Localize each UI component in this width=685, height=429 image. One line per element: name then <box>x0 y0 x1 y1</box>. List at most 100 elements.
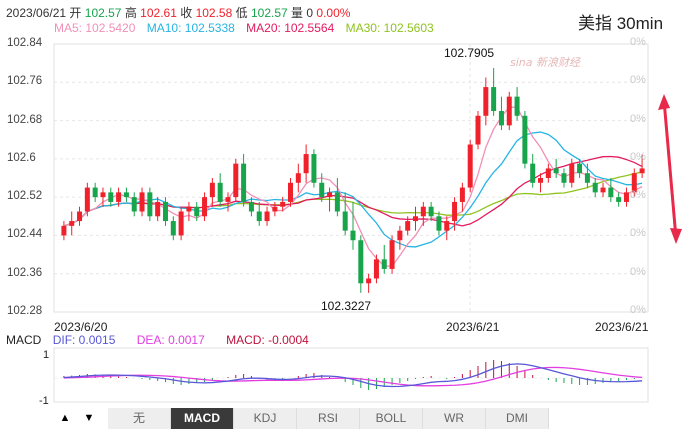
tab-3[interactable]: RSI <box>297 408 360 429</box>
arrow-head-down <box>670 228 682 244</box>
tab-5[interactable]: WR <box>423 408 486 429</box>
high-value: 102.61 <box>140 6 177 20</box>
candle-body <box>514 96 520 116</box>
candle-body <box>420 206 426 217</box>
candle-body <box>170 221 176 236</box>
candle-body <box>350 230 356 241</box>
scroll-up-button[interactable]: ▲ <box>59 412 71 424</box>
tab-4[interactable]: BOLL <box>360 408 423 429</box>
candle-body <box>631 173 637 193</box>
ma20-legend: MA20: 102.5564 <box>246 21 335 35</box>
pct-tick-label: 0% <box>630 265 646 278</box>
candle-body <box>545 168 551 178</box>
tab-0[interactable]: 无 <box>108 408 171 429</box>
y-tick-label: 102.68 <box>7 113 43 126</box>
low-value: 102.57 <box>250 6 288 20</box>
dea-legend: DEA: 0.0017 <box>136 333 205 347</box>
pct-tick-label: 0% <box>630 36 646 48</box>
ma5-legend: MA5: 102.5420 <box>54 21 136 35</box>
y-tick-label: 102.52 <box>7 190 43 203</box>
candle-body <box>194 206 200 217</box>
ma-legend: MA5: 102.5420 MA10: 102.5338 MA20: 102.5… <box>54 21 442 35</box>
candle-body <box>327 192 333 198</box>
plot-frame <box>53 43 649 313</box>
candle-body <box>436 216 442 231</box>
macd-value-legend: MACD: -0.0004 <box>226 333 309 347</box>
scroll-down-button[interactable]: ▼ <box>83 412 95 424</box>
candle-body <box>491 87 497 111</box>
candle-body <box>639 168 645 174</box>
high-annotation: 102.7905 <box>444 46 495 60</box>
candle-body <box>287 182 293 202</box>
candle-body <box>381 259 387 269</box>
pct-tick-label: 0% <box>630 74 646 87</box>
candle-body <box>178 211 184 236</box>
change-value: 0.00% <box>316 6 351 20</box>
candle-body <box>303 154 309 174</box>
candle-body <box>139 192 145 212</box>
candle-body <box>397 230 403 241</box>
x-tick-label: 2023/6/20 <box>54 320 108 334</box>
macd-ytick-top: 1 <box>43 349 50 361</box>
candle-body <box>373 259 379 279</box>
pct-tick-label: 0% <box>630 189 646 202</box>
candle-body <box>264 211 270 222</box>
candle-body <box>584 173 590 183</box>
dif-line <box>63 363 643 388</box>
ma30-legend: MA30: 102.5603 <box>345 21 434 35</box>
ma10-legend: MA10: 102.5338 <box>146 21 235 35</box>
ma10-line <box>63 131 643 248</box>
tab-6[interactable]: DMI <box>486 408 549 429</box>
candle-body <box>577 163 583 174</box>
y-tick-label: 102.36 <box>7 266 43 279</box>
tab-2[interactable]: KDJ <box>234 408 297 429</box>
high-label: 高 <box>124 6 137 20</box>
open-value: 102.57 <box>84 6 122 20</box>
dea-line <box>63 366 643 387</box>
candle-body <box>561 173 567 183</box>
vol-label: 量 <box>291 6 304 20</box>
candle-body <box>311 154 317 183</box>
candle-body <box>61 225 67 236</box>
candle-body <box>116 192 122 202</box>
candle-body <box>77 211 83 222</box>
candle-body <box>413 216 419 222</box>
macd-ytick-bottom: -1 <box>39 395 49 407</box>
tab-1[interactable]: MACD <box>171 408 234 429</box>
pct-tick-label: 0% <box>630 304 646 316</box>
candle-body <box>225 197 231 202</box>
candle-body <box>131 197 137 212</box>
candle-body <box>186 206 192 212</box>
candle-body <box>366 278 372 284</box>
dif-legend: DIF: 0.0015 <box>52 333 116 347</box>
candle-body <box>475 115 481 145</box>
macd-frame <box>53 347 649 403</box>
candle-body <box>256 211 262 222</box>
candle-body <box>155 201 161 217</box>
candle-body <box>358 240 364 284</box>
ma20-line <box>63 155 643 227</box>
pct-tick-label: 0% <box>630 112 646 125</box>
header-date: 2023/06/21 <box>6 6 67 20</box>
candle-body <box>405 221 411 231</box>
low-label: 低 <box>235 6 248 20</box>
candle-body <box>241 163 247 202</box>
candle-body <box>444 221 450 231</box>
watermark: sina 新浪财经 <box>510 56 581 69</box>
vol-value: 0 <box>306 6 314 20</box>
arrow-head-up <box>658 94 670 110</box>
candle-body <box>69 221 75 226</box>
candle-body <box>538 178 544 183</box>
y-tick-label: 102.6 <box>7 151 36 164</box>
arrow-shaft <box>662 99 678 239</box>
candle-body <box>108 192 114 202</box>
candle-body <box>616 197 622 202</box>
candle-body <box>608 187 614 198</box>
candle-body <box>452 201 458 222</box>
candle-body <box>530 163 536 183</box>
candle-body <box>506 96 512 126</box>
y-tick-label: 102.28 <box>7 305 43 317</box>
macd-legend: MACD DIF: 0.0015 DEA: 0.0017 MACD: -0.00… <box>6 333 327 347</box>
candle-body <box>147 192 153 217</box>
